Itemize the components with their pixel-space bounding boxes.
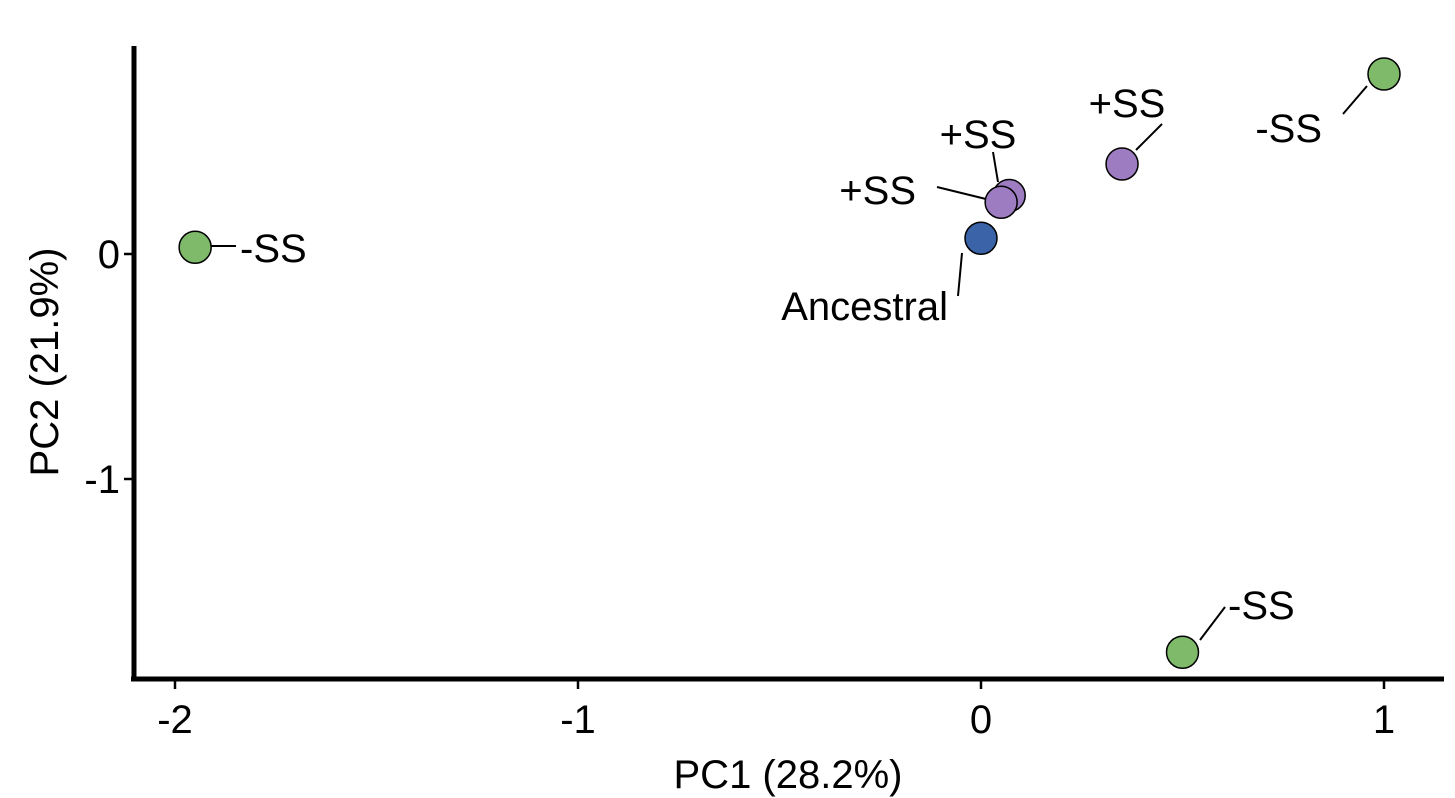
data-point (1165, 635, 1200, 669)
data-point (178, 230, 212, 264)
point-label: +SS (839, 169, 916, 213)
x-tick-label: -2 (157, 698, 193, 742)
leader-line (957, 252, 963, 297)
x-axis-title: PC1 (28.2%) (674, 753, 903, 797)
leader-line (1199, 606, 1226, 641)
data-points (178, 57, 1401, 669)
x-tick-label: 0 (970, 698, 992, 742)
leader-line (992, 151, 999, 183)
ticks: -2 -1 0 1 -1 0 (84, 233, 1395, 742)
point-label: Ancestral (781, 285, 948, 329)
data-point (1367, 57, 1401, 91)
y-axis-title: PC2 (21.9%) (23, 248, 67, 477)
leader-line (936, 186, 991, 201)
data-point (984, 185, 1018, 219)
label-leader-lines (211, 85, 1368, 641)
leader-line (1342, 85, 1368, 115)
y-tick-label: 0 (98, 233, 120, 277)
point-label: +SS (1089, 82, 1166, 126)
y-tick-label: -1 (84, 458, 120, 502)
point-label: -SS (1255, 107, 1322, 151)
data-point (964, 221, 998, 255)
x-tick-label: -1 (560, 698, 596, 742)
point-label: -SS (1228, 584, 1295, 628)
point-label: +SS (940, 113, 1017, 157)
data-point (1105, 147, 1139, 181)
x-tick-label: 1 (1373, 698, 1395, 742)
point-labels: -SS -SS -SS +SS +SS +SS Ancestral (240, 82, 1322, 628)
axes (131, 46, 1444, 682)
leader-line (1135, 123, 1163, 151)
point-label: -SS (240, 227, 307, 271)
